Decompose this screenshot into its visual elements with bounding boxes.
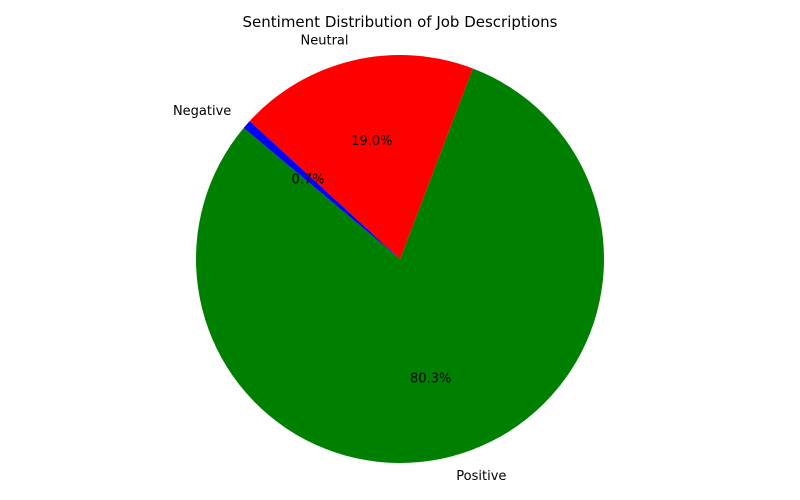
slice-label-neutral: Neutral: [301, 34, 349, 49]
chart-title: Sentiment Distribution of Job Descriptio…: [243, 13, 558, 31]
slice-label-positive: Positive: [456, 469, 506, 484]
pie-labels: Positive 80.3% Neutral 19.0% Negative 0.7%: [173, 34, 506, 485]
pie-slice-positive: [195, 68, 604, 464]
slice-label-negative: Negative: [173, 104, 231, 119]
slice-percent-positive: 80.3%: [410, 372, 451, 387]
pie-slices: [195, 55, 604, 464]
pie-slice-neutral: [249, 55, 473, 259]
pie-slice-negative: [243, 121, 400, 259]
slice-percent-negative: 0.7%: [291, 172, 324, 187]
slice-percent-neutral: 19.0%: [351, 134, 392, 149]
